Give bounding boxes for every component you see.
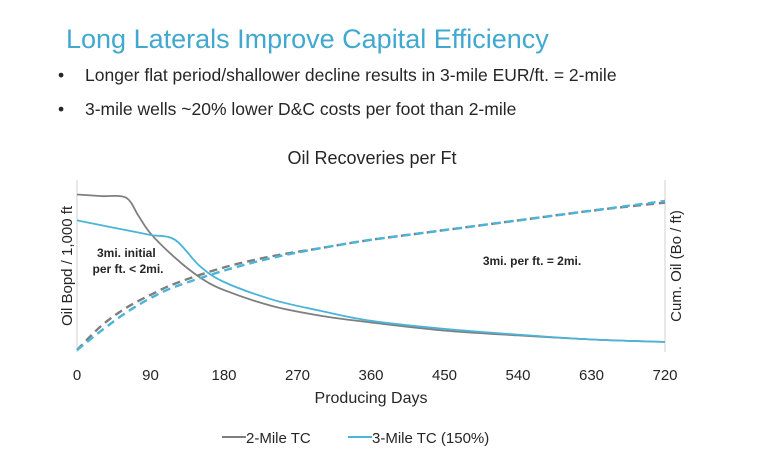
x-axis-label: Producing Days — [315, 390, 428, 407]
series-line-cum-3mile — [76, 199, 666, 351]
x-tick-label: 540 — [505, 367, 530, 384]
x-tick-label: 180 — [211, 367, 236, 384]
bullet-item: • 3-mile wells ~20% lower D&C costs per f… — [58, 98, 617, 132]
x-tick-label: 630 — [579, 367, 604, 384]
series-line-rate-2mile — [76, 193, 666, 343]
slide-title: Long Laterals Improve Capital Efficiency — [66, 24, 549, 54]
bullet-text: Longer flat period/shallower decline res… — [85, 65, 617, 85]
annotation-initial: 3mi. initial per ft. < 2mi. — [92, 246, 163, 276]
y-axis-right-label: Cum. Oil (Bo / ft) — [668, 210, 685, 322]
x-tick-labels: 0 90 180 270 360 450 540 630 720 — [73, 367, 678, 384]
bullet-list: • Longer flat period/shallower decline re… — [58, 64, 617, 132]
bullet-glyph: • — [58, 99, 65, 119]
x-tick-label: 450 — [432, 367, 457, 384]
series-line-rate-3mile — [76, 219, 666, 343]
x-tick-label: 720 — [652, 367, 677, 384]
chart-title: Oil Recoveries per Ft — [287, 148, 456, 168]
series-layer — [76, 193, 666, 351]
legend-label-2mile: 2-Mile TC — [246, 430, 311, 447]
bullet-glyph: • — [58, 65, 65, 85]
legend-label-3mile: 3-Mile TC (150%) — [372, 430, 489, 447]
x-tick-label: 90 — [142, 367, 159, 384]
annotation-initial-line: 3mi. initial — [97, 246, 156, 260]
y-axis-left-label: Oil Bopd / 1,000 ft — [59, 205, 76, 326]
bullet-text: 3-mile wells ~20% lower D&C costs per fo… — [85, 99, 517, 119]
series-line-cum-2mile — [76, 201, 666, 351]
legend: 2-Mile TC 3-Mile TC (150%) — [222, 430, 489, 447]
bullet-item: • Longer flat period/shallower decline re… — [58, 64, 617, 98]
x-tick-label: 360 — [358, 367, 383, 384]
x-tick-label: 270 — [285, 367, 310, 384]
annotation-initial-line: per ft. < 2mi. — [92, 262, 163, 276]
annotation-equal: 3mi. per ft. = 2mi. — [483, 254, 581, 268]
x-tick-label: 0 — [73, 367, 81, 384]
